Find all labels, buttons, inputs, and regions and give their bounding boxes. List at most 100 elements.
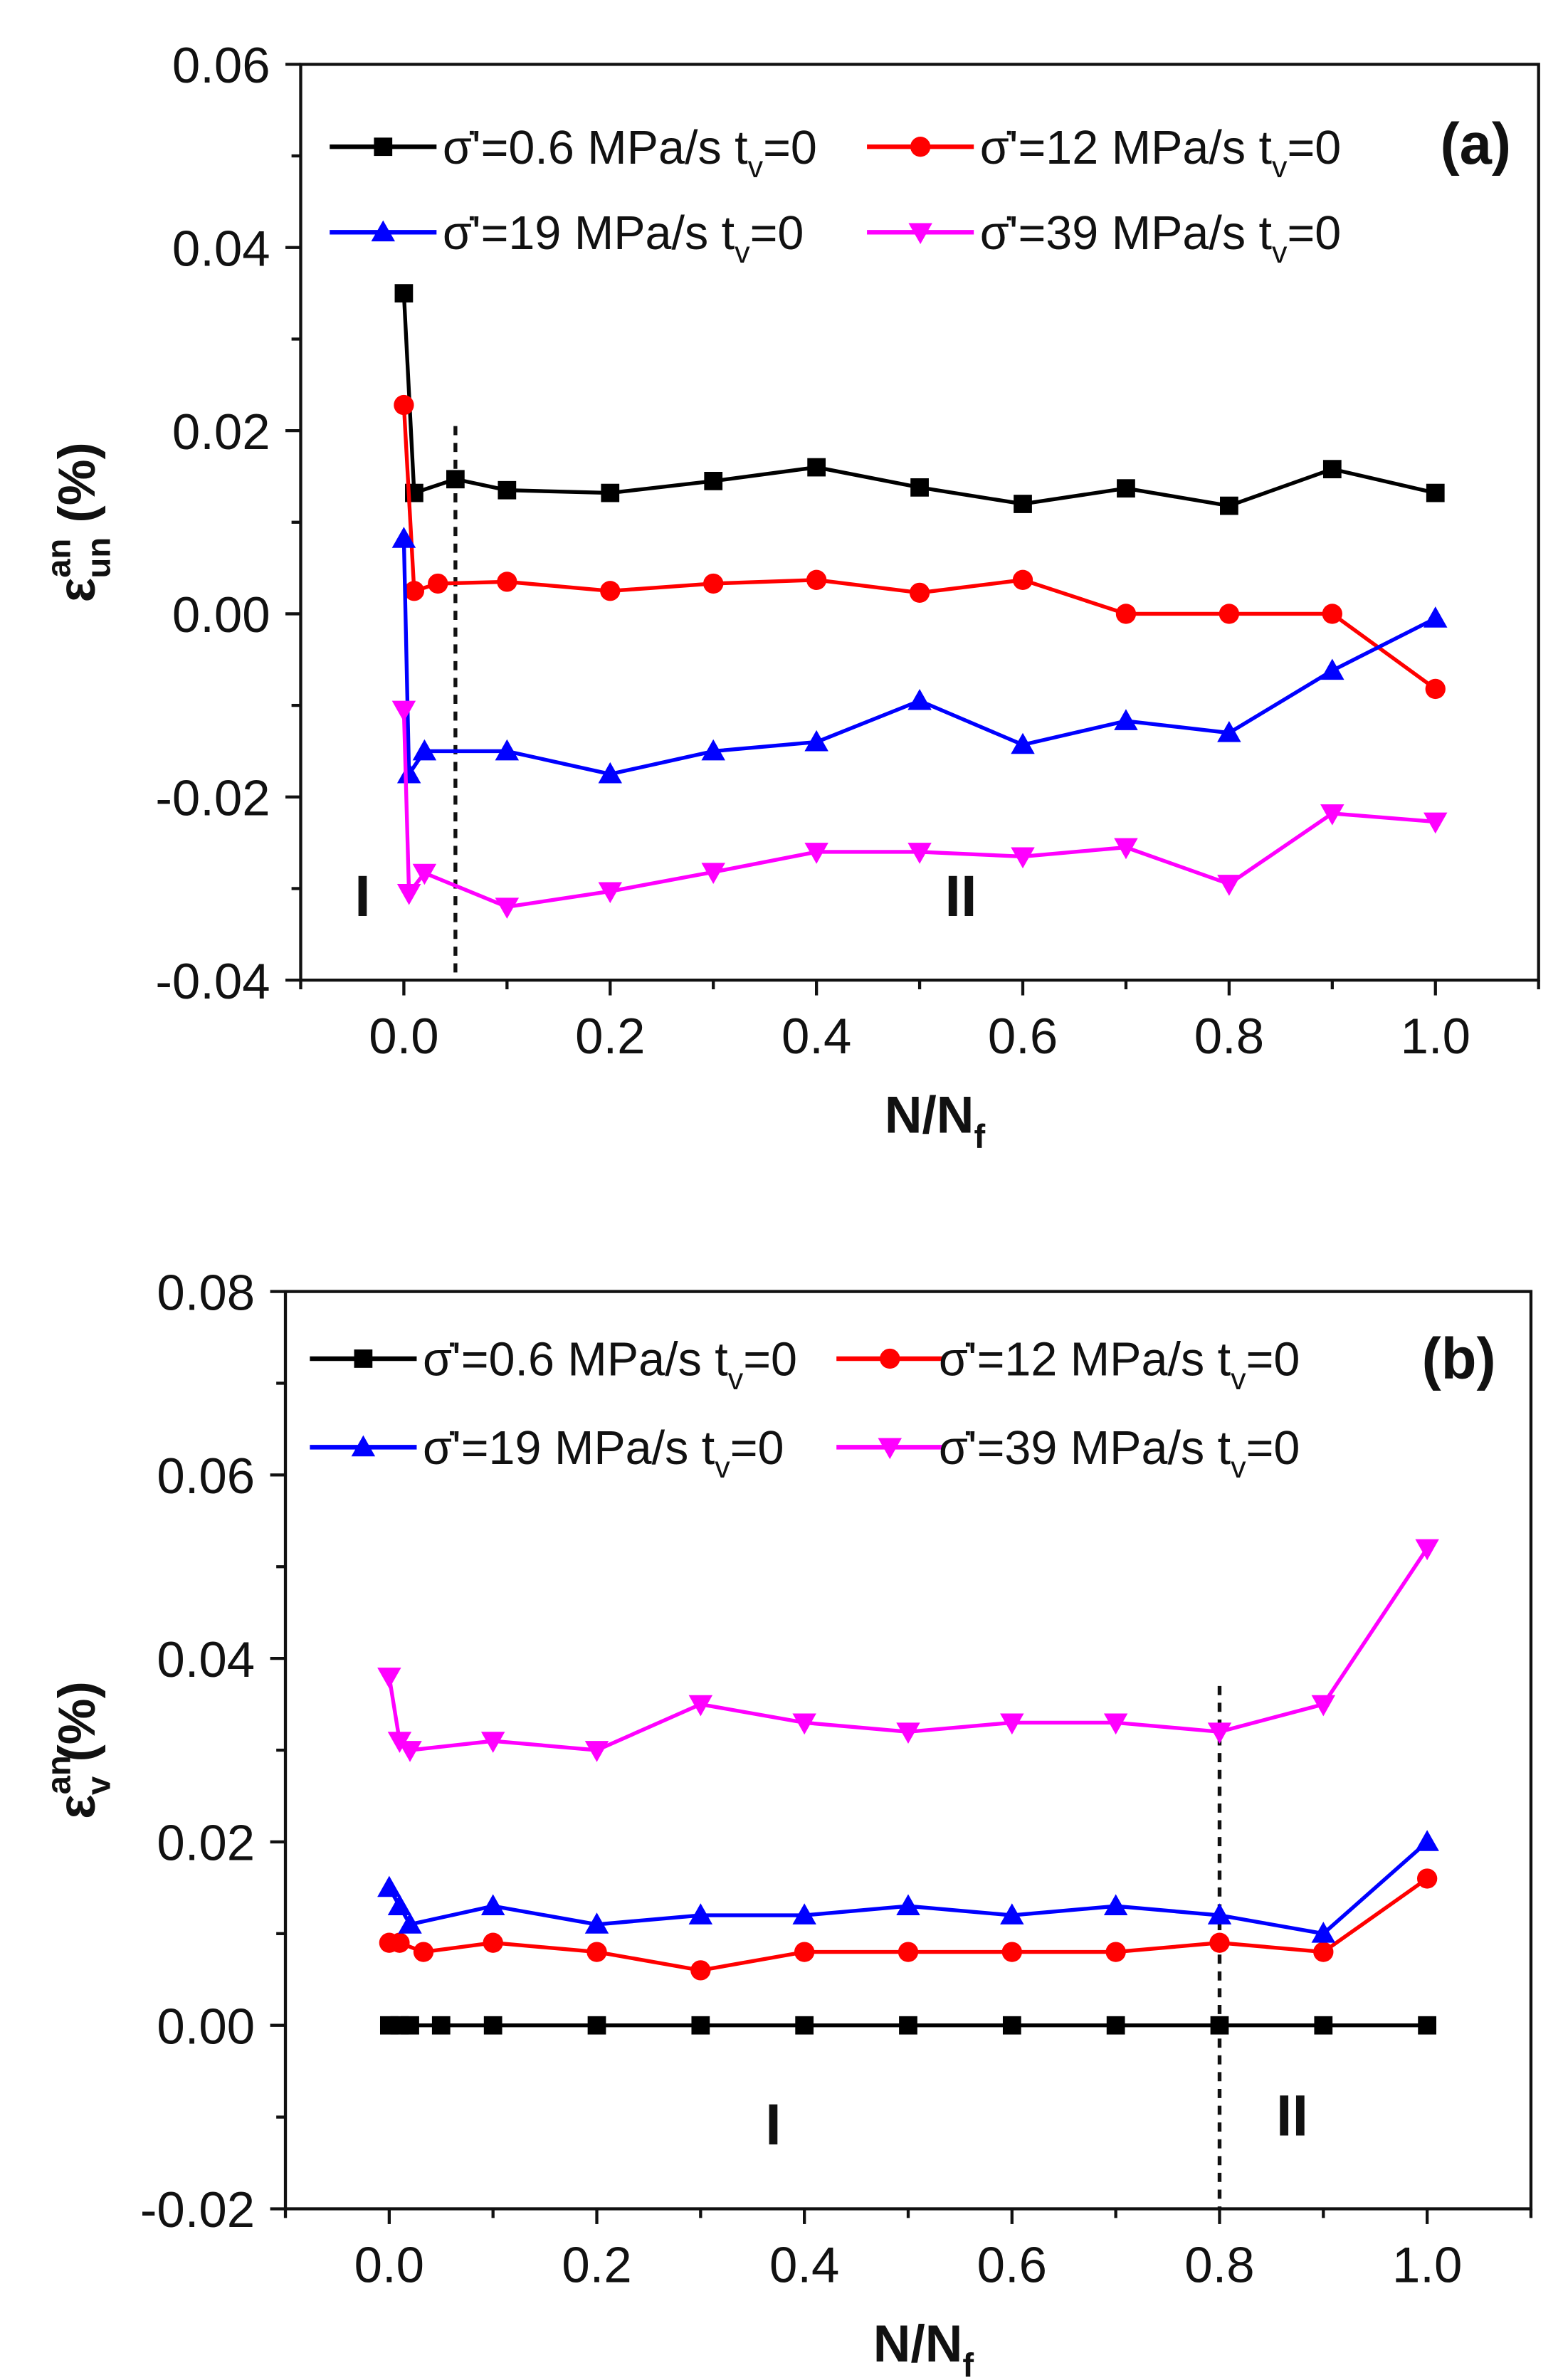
series-circle	[379, 1868, 1438, 1981]
circle-marker	[600, 581, 621, 601]
triangle-down-marker	[908, 223, 932, 245]
x-tick-label: 0.8	[1184, 2236, 1254, 2292]
square-marker	[1322, 460, 1342, 479]
region-label: I	[765, 2092, 782, 2157]
legend-label: σ̇'=39 MPa/s tv=0	[980, 207, 1341, 270]
triangle-up-marker	[387, 1894, 412, 1916]
square-marker	[401, 2016, 419, 2035]
triangle-down-marker	[907, 843, 932, 864]
circle-marker	[394, 394, 414, 416]
triangle-up-marker	[1011, 732, 1035, 754]
circle-marker	[909, 582, 930, 603]
y-tick-label: -0.04	[155, 953, 270, 1009]
x-axis-label: N/Nf	[873, 2315, 974, 2380]
legend-label: σ̇'=12 MPa/s tv=0	[939, 1334, 1300, 1396]
triangle-down-marker	[1207, 1722, 1232, 1744]
triangle-up-marker	[351, 1435, 376, 1457]
series-square	[379, 2016, 1437, 2035]
x-tick-label: 1.0	[1401, 1008, 1470, 1064]
square-marker	[1117, 479, 1135, 498]
series-line	[387, 1840, 1428, 1936]
y-tick-label: 0.02	[172, 404, 270, 460]
x-tick-label: 1.0	[1392, 2236, 1462, 2292]
triangle-down-marker	[701, 863, 725, 885]
triangle-down-marker	[398, 1741, 422, 1762]
circle-marker	[1425, 678, 1446, 700]
legend-label: σ̇'=0.6 MPa/s tv=0	[443, 122, 817, 184]
square-marker	[704, 471, 723, 490]
legend-label: σ̇'=39 MPa/s tv=0	[939, 1422, 1300, 1485]
panel-a: 0.0 0.2 0.4 0.6 0.8 1.0 -0.04 -0.02 0.00 0.02 0.04…	[40, 37, 1540, 1155]
triangle-down-marker	[1320, 804, 1344, 826]
triangle-up-marker	[598, 762, 623, 784]
x-tick-label: 0.0	[369, 1008, 438, 1064]
triangle-down-marker	[1103, 1713, 1128, 1735]
circle-marker	[483, 1932, 503, 1953]
square-marker	[498, 480, 517, 500]
x-tick-label: 0.2	[562, 2236, 631, 2292]
panel-label: (b)	[1422, 1327, 1496, 1391]
series-line	[401, 710, 1436, 909]
circle-marker	[389, 1932, 410, 1953]
legend-entry: σ̇'=0.6 MPa/s tv=0	[330, 122, 817, 184]
triangle-down-marker	[598, 882, 623, 904]
triangle-up-marker	[1423, 606, 1448, 628]
circle-marker	[1322, 604, 1342, 624]
x-tick-label: 0.4	[782, 1008, 851, 1064]
square-marker	[354, 1349, 373, 1368]
panel-label: (a)	[1440, 112, 1511, 177]
triangle-down-marker	[584, 1741, 609, 1762]
square-marker	[587, 2016, 606, 2035]
series-square	[394, 284, 1445, 515]
triangle-up-marker	[412, 739, 437, 761]
series-triangle-down	[377, 1539, 1439, 1762]
triangle-down-marker	[1217, 875, 1241, 896]
legend-entry: σ̇'=39 MPa/s tv=0	[867, 207, 1341, 270]
series-line	[387, 1547, 1429, 1752]
triangle-up-marker	[391, 527, 416, 548]
y-tick-label: 0.00	[157, 1998, 255, 2054]
square-marker	[807, 458, 826, 477]
y-tick-label: 0.06	[172, 37, 270, 93]
square-marker	[1002, 2016, 1021, 2035]
x-tick-label: 0.4	[769, 2236, 839, 2292]
x-tick-label: 0.8	[1194, 1008, 1264, 1064]
triangle-up-marker	[792, 1903, 816, 1924]
circle-marker	[794, 1942, 815, 1962]
circle-marker	[910, 137, 931, 157]
square-marker	[1014, 495, 1032, 513]
square-marker	[1106, 2016, 1125, 2035]
triangle-up-marker	[1217, 720, 1241, 742]
triangle-down-marker	[1311, 1695, 1336, 1717]
triangle-down-marker	[896, 1722, 920, 1744]
y-axis-label: εan v (%)	[40, 1681, 117, 1819]
triangle-up-marker	[398, 1912, 422, 1934]
triangle-up-marker	[688, 1903, 713, 1924]
circle-marker	[428, 573, 448, 594]
y-tick-label: 0.02	[157, 1815, 255, 1871]
triangle-down-marker	[412, 863, 437, 885]
y-tick-label: -0.02	[140, 2181, 255, 2238]
y-tick-label: 0.06	[157, 1448, 255, 1504]
x-tick-label: 0.6	[977, 2236, 1047, 2292]
series-line	[401, 538, 1436, 776]
triangle-down-marker	[792, 1713, 816, 1735]
triangle-up-marker	[701, 739, 725, 761]
triangle-down-marker	[878, 1438, 902, 1460]
legend-entry: σ̇'=0.6 MPa/s tv=0	[310, 1334, 797, 1396]
square-marker	[795, 2016, 814, 2035]
region-label: II	[1276, 2083, 1308, 2148]
x-axis-label: N/Nf	[885, 1087, 986, 1155]
circle-marker	[1105, 1942, 1126, 1962]
triangle-up-marker	[396, 762, 421, 784]
circle-marker	[1209, 1932, 1230, 1953]
region-label: I	[354, 864, 371, 929]
triangle-up-marker	[1415, 1830, 1439, 1851]
triangle-down-marker	[1000, 1713, 1024, 1735]
y-tick-label: -0.02	[155, 770, 270, 826]
circle-marker	[586, 1942, 607, 1962]
square-marker	[910, 478, 929, 497]
triangle-down-marker	[1011, 847, 1035, 869]
triangle-up-marker	[1114, 709, 1138, 730]
circle-marker	[413, 1942, 434, 1962]
